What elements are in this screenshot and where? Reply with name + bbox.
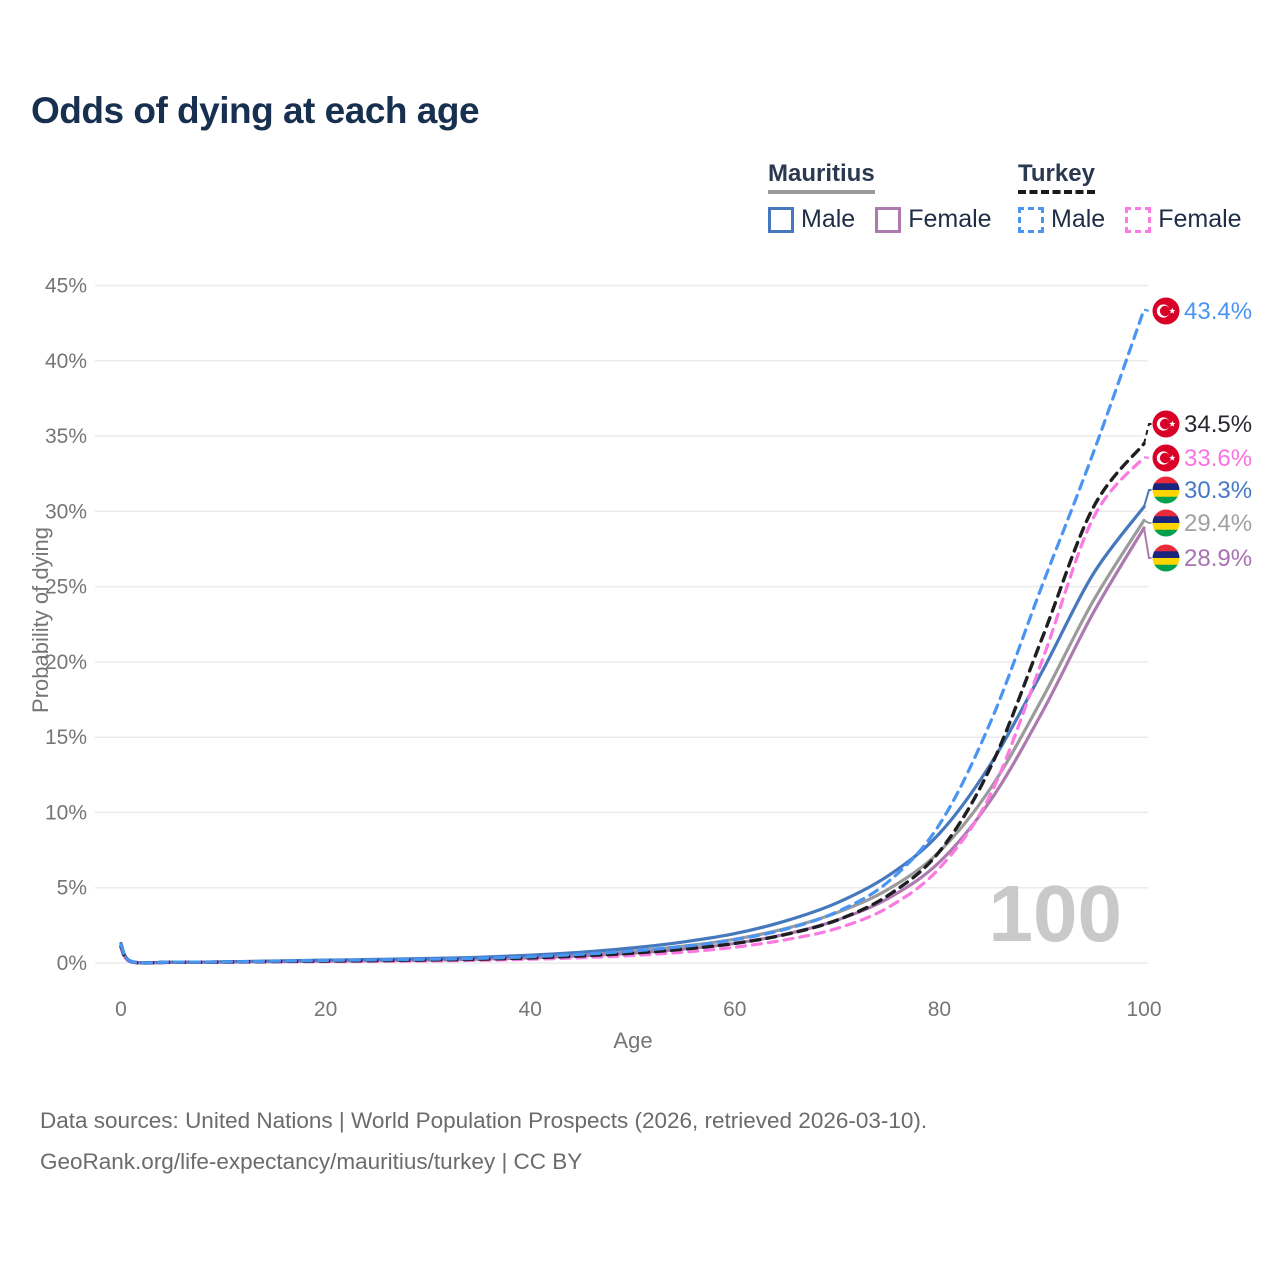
end-labels: 43.4% 34.5% 33.6% 30.3% 29.4% 28.9% [1143, 297, 1252, 572]
series-line-turkey-male [119, 308, 1146, 965]
legend-items-mauritius: Male Female [768, 205, 992, 234]
turkey-flag-icon [1152, 297, 1180, 325]
end-label-turkey-male: 43.4% [1184, 298, 1252, 325]
mauritius-flag-icon [1152, 476, 1180, 504]
series-lines [119, 308, 1146, 965]
legend-country-mauritius[interactable]: Mauritius [768, 160, 875, 194]
legend-items-turkey: Male Female [1018, 205, 1242, 234]
legend-label-mauritius-female: Female [908, 205, 992, 233]
legend-country-turkey[interactable]: Turkey [1018, 160, 1095, 194]
leader-line-mauritius-male [1143, 489, 1152, 508]
footer-attribution: GeoRank.org/life-expectancy/mauritius/tu… [40, 1149, 583, 1174]
y-tick-label: 10% [45, 801, 87, 824]
legend-item-turkey-male: Male [1018, 205, 1105, 234]
end-label-mauritius-female: 28.9% [1184, 545, 1252, 572]
y-tick-label: 45% [45, 275, 87, 298]
leader-line-turkey-female [1143, 456, 1152, 459]
chart-canvas: 0% 5% 10% 15% 20% 25% 30% 35% 40% 45% 0 20 40 60 80 100… [28, 275, 1252, 1054]
y-tick-label: 15% [45, 726, 87, 749]
gridlines [95, 284, 1148, 964]
x-tick-label: 100 [1126, 998, 1161, 1021]
y-tick-label: 40% [45, 350, 87, 373]
x-tick-label: 0 [115, 998, 127, 1021]
y-tick-label: 0% [57, 952, 87, 975]
end-label-mauritius-both: 29.4% [1184, 510, 1252, 537]
x-tick-label: 80 [928, 998, 951, 1021]
x-axis-title: Age [613, 1028, 652, 1053]
y-tick-label: 25% [45, 576, 87, 599]
y-axis-ticks: 0% 5% 10% 15% 20% 25% 30% 35% 40% 45% [45, 275, 87, 976]
end-label-turkey-female: 33.6% [1184, 445, 1252, 472]
y-tick-label: 35% [45, 425, 87, 448]
turkey-flag-icon [1152, 444, 1180, 472]
legend-label-turkey-female: Female [1158, 205, 1242, 233]
x-tick-label: 20 [314, 998, 337, 1021]
x-axis-ticks: 0 20 40 60 80 100 [115, 998, 1161, 1021]
end-label-turkey-both: 34.5% [1184, 411, 1252, 438]
y-tick-label: 30% [45, 500, 87, 523]
mauritius-flag-icon [1152, 544, 1180, 572]
legend-group-turkey: Turkey Male Female [1018, 160, 1242, 234]
age-watermark: 100 [989, 869, 1122, 958]
leader-line-turkey-both [1143, 423, 1152, 444]
turkey-female-swatch-icon[interactable] [1125, 206, 1152, 233]
x-tick-label: 40 [519, 998, 542, 1021]
turkey-flag-icon [1152, 410, 1180, 438]
y-axis-title: Probability of dying [28, 527, 53, 713]
leader-line-mauritius-female [1143, 527, 1152, 559]
end-label-mauritius-male: 30.3% [1184, 477, 1252, 504]
legend-item-mauritius-male: Male [768, 205, 855, 234]
legend-group-mauritius: Mauritius Male Female [768, 160, 992, 234]
mauritius-female-swatch-icon[interactable] [875, 206, 902, 233]
page-title: Odds of dying at each age [31, 90, 480, 131]
mauritius-flag-icon [1152, 509, 1180, 537]
legend-item-turkey-female: Female [1125, 205, 1242, 234]
footer-data-sources: Data sources: United Nations | World Pop… [40, 1108, 928, 1133]
legend-label-mauritius-male: Male [801, 205, 856, 233]
legend-label-turkey-male: Male [1051, 205, 1106, 233]
legend-item-mauritius-female: Female [875, 205, 992, 234]
turkey-male-swatch-icon[interactable] [1018, 206, 1044, 233]
leader-line-mauritius-both [1143, 519, 1152, 524]
y-tick-label: 20% [45, 651, 87, 674]
footer: Data sources: United Nations | World Pop… [40, 1100, 927, 1182]
x-tick-label: 60 [723, 998, 746, 1021]
mauritius-male-swatch-icon[interactable] [768, 206, 794, 233]
leader-line-turkey-male [1143, 308, 1152, 312]
y-tick-label: 5% [57, 877, 87, 900]
